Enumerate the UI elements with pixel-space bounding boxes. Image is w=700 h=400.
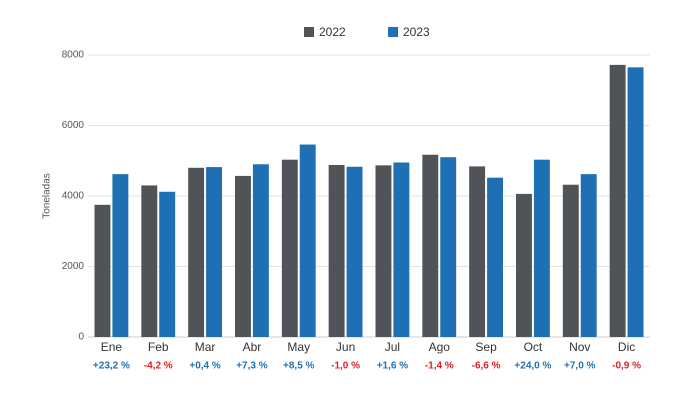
x-tick-label: Nov bbox=[569, 340, 590, 354]
y-tick-label: 4000 bbox=[62, 191, 85, 202]
legend-swatch bbox=[304, 27, 314, 37]
bar bbox=[627, 67, 644, 338]
bar bbox=[440, 157, 457, 337]
bar bbox=[159, 191, 176, 337]
bar bbox=[252, 164, 269, 337]
y-tick-label: 6000 bbox=[62, 120, 85, 131]
bar bbox=[533, 159, 550, 337]
change-label: +1,6 % bbox=[377, 361, 409, 372]
x-tick-label: Sep bbox=[475, 340, 497, 354]
bar bbox=[328, 164, 345, 337]
bar bbox=[580, 174, 597, 337]
bar bbox=[515, 193, 532, 337]
change-label: +0,4 % bbox=[189, 361, 221, 372]
bar bbox=[281, 159, 298, 337]
bar bbox=[422, 154, 439, 337]
x-tick-label: Feb bbox=[148, 340, 169, 354]
x-tick-label: Ene bbox=[101, 340, 123, 354]
bar bbox=[562, 184, 579, 337]
x-tick-label: Ago bbox=[429, 340, 451, 354]
change-label: -1,4 % bbox=[425, 361, 454, 372]
change-label: -6,6 % bbox=[472, 361, 501, 372]
bar bbox=[141, 185, 158, 337]
x-tick-label: May bbox=[287, 340, 310, 354]
change-label: +8,5 % bbox=[283, 361, 315, 372]
bar bbox=[112, 174, 129, 337]
x-tick-label: Oct bbox=[524, 340, 543, 354]
legend-swatch bbox=[388, 27, 398, 37]
legend-label: 2022 bbox=[319, 25, 346, 39]
y-tick-label: 2000 bbox=[62, 261, 85, 272]
x-tick-label: Jul bbox=[385, 340, 400, 354]
x-tick-label: Mar bbox=[195, 340, 216, 354]
y-tick-label: 0 bbox=[78, 332, 84, 343]
bar bbox=[469, 166, 486, 337]
bar bbox=[234, 175, 251, 337]
bar bbox=[609, 64, 626, 338]
legend-label: 2023 bbox=[403, 25, 430, 39]
bar bbox=[206, 167, 223, 337]
bar bbox=[188, 167, 205, 337]
bar bbox=[346, 166, 363, 337]
change-label: +7,0 % bbox=[564, 361, 596, 372]
bar bbox=[393, 162, 410, 337]
bar bbox=[94, 204, 111, 337]
change-label: +24,0 % bbox=[514, 361, 551, 372]
change-label: -0,9 % bbox=[612, 361, 641, 372]
x-tick-label: Jun bbox=[336, 340, 355, 354]
change-label: +7,3 % bbox=[236, 361, 268, 372]
change-label: -4,2 % bbox=[144, 361, 173, 372]
x-tick-label: Dic bbox=[618, 340, 635, 354]
bar bbox=[375, 165, 392, 337]
x-tick-label: Abr bbox=[243, 340, 262, 354]
y-axis-label: Toneladas bbox=[42, 173, 53, 219]
change-label: +23,2 % bbox=[93, 361, 130, 372]
y-tick-label: 8000 bbox=[62, 50, 85, 61]
bar bbox=[487, 177, 504, 337]
bar bbox=[299, 144, 316, 337]
change-label: -1,0 % bbox=[331, 361, 360, 372]
